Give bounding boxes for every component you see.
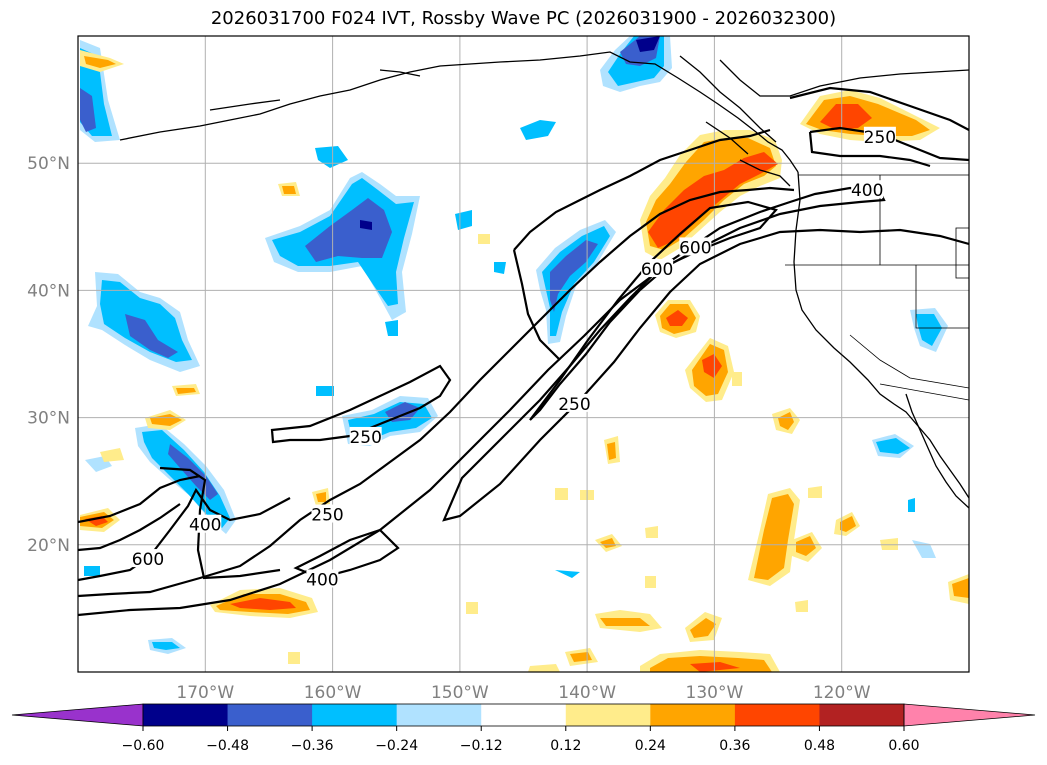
colorbar-tick-label: −0.24 <box>375 738 418 754</box>
map-background <box>78 36 969 672</box>
colorbar-extend-low <box>11 703 144 727</box>
contour-label-bg <box>306 569 339 588</box>
contour-label-bg <box>189 514 222 533</box>
contour-label-bg <box>863 126 896 145</box>
contour-label-bg <box>132 549 165 568</box>
colorbar-segment <box>565 704 651 726</box>
colorbar-tick-label: −0.12 <box>460 738 503 754</box>
political-borders <box>785 174 969 401</box>
contour-label-bg <box>641 259 674 278</box>
lat-label: 30°N <box>27 409 70 429</box>
lon-label: 120°W <box>813 683 871 703</box>
lon-label: 160°W <box>304 683 362 703</box>
coastlines <box>119 51 969 509</box>
colorbar-tick-label: 0.36 <box>719 738 750 754</box>
contour-label: 250 <box>864 128 896 148</box>
colorbar-frame <box>142 703 905 727</box>
contour-label-bg <box>311 504 344 523</box>
contour-label: 250 <box>558 395 590 415</box>
contour-label: 400 <box>851 181 883 201</box>
colorbar-segment <box>819 704 905 726</box>
colorbar-tick-label: 0.12 <box>550 738 581 754</box>
colorbar-tick-label: 0.60 <box>888 738 919 754</box>
contour-label: 250 <box>311 506 343 526</box>
colorbar-tick-label: −0.36 <box>291 738 334 754</box>
colorbar-segment <box>481 704 567 726</box>
contour-label-bg <box>558 393 591 412</box>
latitude-labels: 50°N 40°N 30°N 20°N <box>27 154 70 556</box>
lat-label: 50°N <box>27 154 70 174</box>
contour-labels: 250 250 250 250 400 400 400 600 600 600 <box>132 126 896 590</box>
contour-label: 600 <box>641 260 673 280</box>
colorbar-tick-label: 0.48 <box>804 738 835 754</box>
lat-label: 20°N <box>27 536 70 556</box>
lon-label: 170°W <box>176 683 234 703</box>
lat-label: 40°N <box>27 281 70 301</box>
colorbar-tick-label: −0.60 <box>122 738 165 754</box>
colorbar: −0.60 −0.48 −0.36 −0.24 −0.12 0.12 0.24 0.36 0.4… <box>11 703 1036 754</box>
contour-label: 600 <box>679 238 711 258</box>
colorbar-segment <box>227 704 313 726</box>
ivt-anomaly-shading <box>80 36 969 672</box>
lon-label: 150°W <box>431 683 489 703</box>
contour-label: 600 <box>132 550 164 570</box>
colorbar-segment <box>650 704 736 726</box>
colorbar-segment <box>143 704 229 726</box>
contour-label-bg <box>679 237 712 256</box>
ivt-contours <box>78 86 969 617</box>
colorbar-extend-high <box>903 703 1036 727</box>
colorbar-segment <box>312 704 398 726</box>
contour-label-bg <box>851 180 884 199</box>
colorbar-tick-label: −0.48 <box>206 738 249 754</box>
map-title: 2026031700 F024 IVT, Rossby Wave PC (202… <box>210 8 837 29</box>
colorbar-segment <box>734 704 820 726</box>
map-frame <box>77 35 970 673</box>
contour-label: 400 <box>306 570 338 590</box>
lon-label: 130°W <box>686 683 744 703</box>
contour-label: 400 <box>189 516 221 536</box>
colorbar-segment <box>396 704 482 726</box>
contour-label-bg <box>349 426 382 445</box>
longitude-labels: 170°W 160°W 150°W 140°W 130°W 120°W <box>176 683 870 703</box>
colorbar-tick-label: 0.24 <box>635 738 666 754</box>
contour-label: 250 <box>349 428 381 448</box>
lon-label: 140°W <box>558 683 616 703</box>
